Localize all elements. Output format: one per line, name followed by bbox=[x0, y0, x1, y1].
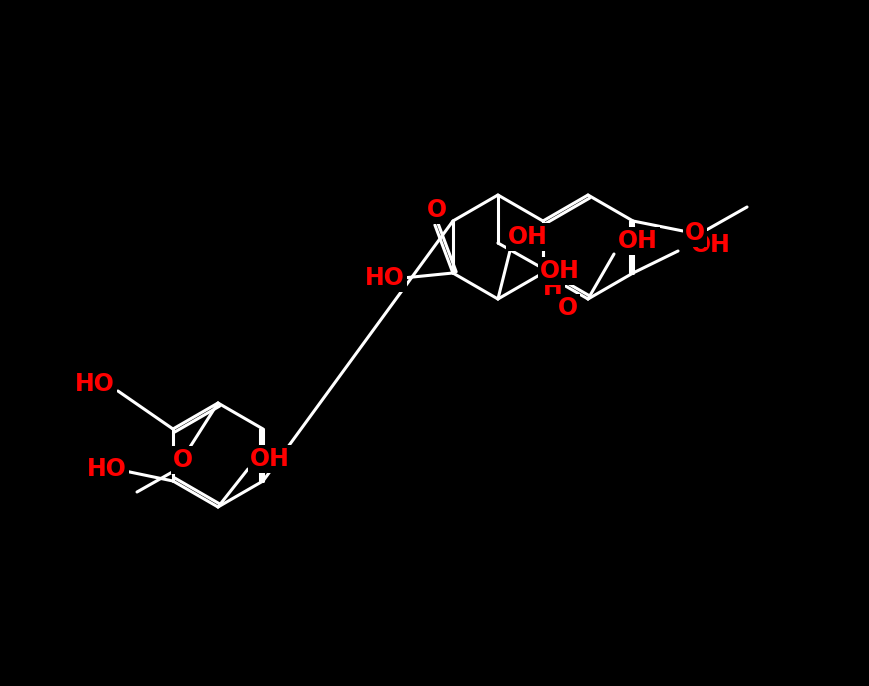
Text: O: O bbox=[173, 448, 193, 472]
Text: O: O bbox=[427, 198, 447, 222]
Text: HO: HO bbox=[87, 457, 127, 481]
Text: HO: HO bbox=[75, 372, 115, 396]
Text: OH: OH bbox=[618, 229, 658, 253]
Text: HO: HO bbox=[365, 266, 405, 290]
Text: H: H bbox=[543, 276, 563, 300]
Text: OH: OH bbox=[691, 233, 731, 257]
Text: H: H bbox=[555, 299, 574, 323]
Text: OH: OH bbox=[540, 259, 580, 283]
Text: OH: OH bbox=[508, 225, 547, 249]
Text: O: O bbox=[685, 221, 705, 245]
Text: OH: OH bbox=[250, 447, 290, 471]
Text: O: O bbox=[558, 296, 578, 320]
